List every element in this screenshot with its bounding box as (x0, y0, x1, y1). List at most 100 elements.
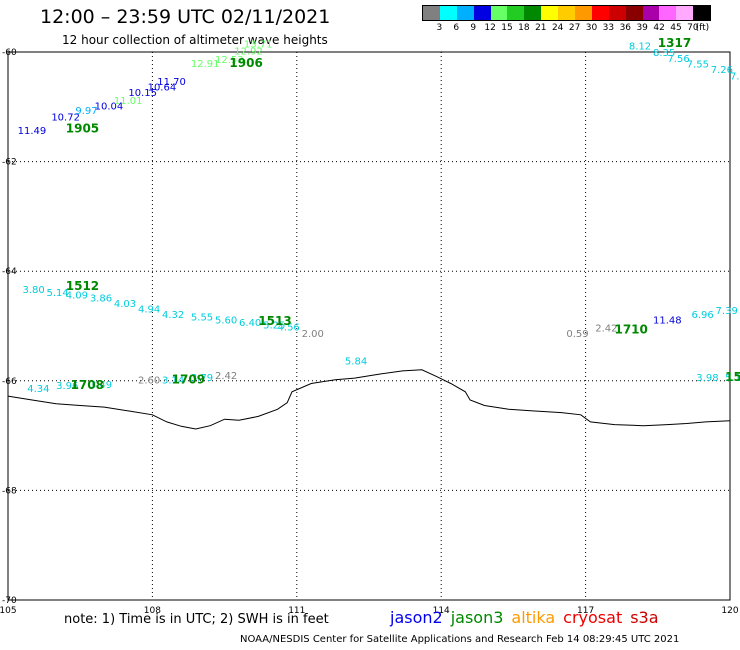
color-scale: 3 6 9 12 15 18 21 24 27 30 33 36 39 42 45 70 (ft) (422, 5, 712, 35)
track-time-label: 151 (725, 370, 740, 384)
wave-height-label: 11.01 (114, 96, 143, 107)
wave-height-label: 4.34 (27, 384, 49, 395)
coastline (7, 369, 731, 430)
wave-height-label: 5.25 (263, 321, 285, 332)
lon-tick-label: 120 (721, 606, 738, 616)
wave-height-label: 3.86 (90, 293, 112, 304)
lon-tick-label: 111 (288, 606, 305, 616)
color-swatch-11 (608, 6, 626, 20)
color-scale-unit: (ft) (695, 23, 710, 33)
wave-height-label: 6.40 (239, 318, 261, 329)
color-scale-label: 9 (470, 23, 477, 33)
lat-tick-label: -66 (2, 377, 17, 387)
credit-line: NOAA/NESDIS Center for Satellite Applica… (240, 634, 680, 645)
wave-height-label: 4.56 (278, 322, 300, 333)
wave-height-label: 2.42 (215, 371, 237, 382)
track-time-label: 1710 (614, 323, 647, 337)
wave-height-label: 10.15 (128, 88, 157, 99)
color-scale-label: 45 (670, 23, 682, 33)
map-subtitle: 12 hour collection of altimeter wave hei… (62, 33, 328, 47)
wave-height-label: 7.39 (716, 306, 738, 317)
lat-tick-label: -68 (2, 486, 17, 496)
color-swatch-16 (693, 6, 711, 20)
track-time-label: 1317 (658, 36, 691, 50)
color-swatch-12 (625, 6, 643, 20)
track-time-label: 1513 (258, 314, 291, 328)
wave-height-label: 7.26 (711, 65, 733, 76)
color-swatch-4 (490, 6, 508, 20)
satellite-altika: altika (511, 608, 556, 627)
wave-height-label: 11.70 (157, 77, 186, 88)
color-scale-label: 36 (619, 23, 632, 33)
color-swatch-3 (473, 6, 491, 20)
wave-height-label: 3.79 (191, 373, 213, 384)
color-scale-label: 21 (535, 23, 547, 33)
color-swatch-9 (575, 6, 592, 20)
track-time-label: 1709 (172, 373, 205, 387)
track-time-label: 1512 (66, 279, 99, 293)
wave-height-label: 10.04 (95, 102, 124, 113)
color-swatch-10 (591, 6, 609, 20)
wave-height-label: 13.71 (244, 40, 273, 51)
color-swatch-13 (642, 6, 660, 20)
wave-height-label: 2.60 (138, 376, 160, 387)
wave-height-label: 4.03 (114, 299, 136, 310)
wave-height-label: 11.48 (653, 315, 682, 326)
satellite-legend: jason2 jason3 altika cryosat s3a (390, 608, 667, 627)
map-title: 12:00 – 23:59 UTC 02/11/2021 (40, 6, 331, 28)
color-scale-label: 33 (602, 23, 615, 33)
wave-height-label: 8.12 (629, 41, 651, 52)
color-scale-label: 30 (585, 23, 598, 33)
lat-tick-label: -70 (2, 596, 17, 606)
wave-height-label: 5.55 (191, 313, 213, 324)
color-swatch-14 (659, 6, 677, 20)
wave-height-label: 2.00 (302, 329, 324, 340)
satellite-jason2: jason2 (390, 608, 443, 627)
lon-tick-label: 108 (144, 606, 161, 616)
wave-height-label: 3.80 (22, 285, 44, 296)
color-scale-label: 18 (518, 23, 530, 33)
color-swatch-6 (524, 6, 542, 20)
color-scale-label: 6 (453, 23, 460, 33)
track-time-label: 1906 (229, 56, 262, 70)
color-swatch-8 (558, 6, 576, 20)
footer-note: note: 1) Time is in UTC; 2) SWH is in fe… (64, 612, 329, 627)
color-swatch-15 (676, 6, 694, 20)
lat-tick-label: -64 (2, 267, 17, 277)
satellite-jason3: jason3 (450, 608, 504, 627)
wave-height-label: 3.14 (162, 376, 184, 387)
wave-height-label: 0.59 (566, 329, 588, 340)
wave-height-label: 12.91 (191, 59, 220, 70)
map-frame (7, 51, 731, 601)
wave-height-label: 4.09 (66, 291, 88, 302)
satellite-s3a: s3a (630, 608, 659, 627)
color-scale-swatches (422, 5, 712, 21)
wave-height-label: 5.84 (345, 356, 367, 367)
color-scale-label: 12 (484, 23, 496, 33)
wave-height-label: 9.97 (75, 106, 97, 117)
color-scale-label: 27 (568, 23, 581, 33)
satellite-cryosat: cryosat (563, 608, 623, 627)
wave-height-label: 7.55 (687, 59, 709, 70)
track-time-label: 1905 (66, 122, 99, 136)
wave-height-label: 3.49 (90, 380, 112, 391)
lat-tick-label: -60 (2, 48, 17, 58)
color-scale-label: 15 (501, 23, 513, 33)
wave-height-label: 5.60 (215, 315, 237, 326)
wave-height-label: 8.35 (653, 48, 675, 59)
color-swatch-7 (541, 6, 559, 20)
wave-height-label: 3.96 (56, 381, 78, 392)
lat-tick-label: -62 (2, 158, 17, 168)
color-scale-label: 24 (551, 23, 564, 33)
color-scale-label: 42 (653, 23, 665, 33)
track-time-label: 1708 (71, 378, 104, 392)
lon-tick-label: 114 (433, 606, 450, 616)
wave-height-label: 6.96 (691, 310, 713, 321)
wave-height-label: 4.32 (162, 310, 184, 321)
color-scale-label: 39 (636, 23, 648, 33)
wave-height-label: 11.49 (18, 126, 47, 137)
color-swatch-0 (423, 6, 440, 20)
lon-tick-label: 105 (0, 606, 17, 616)
wave-height-label: 5.1 (725, 373, 740, 384)
